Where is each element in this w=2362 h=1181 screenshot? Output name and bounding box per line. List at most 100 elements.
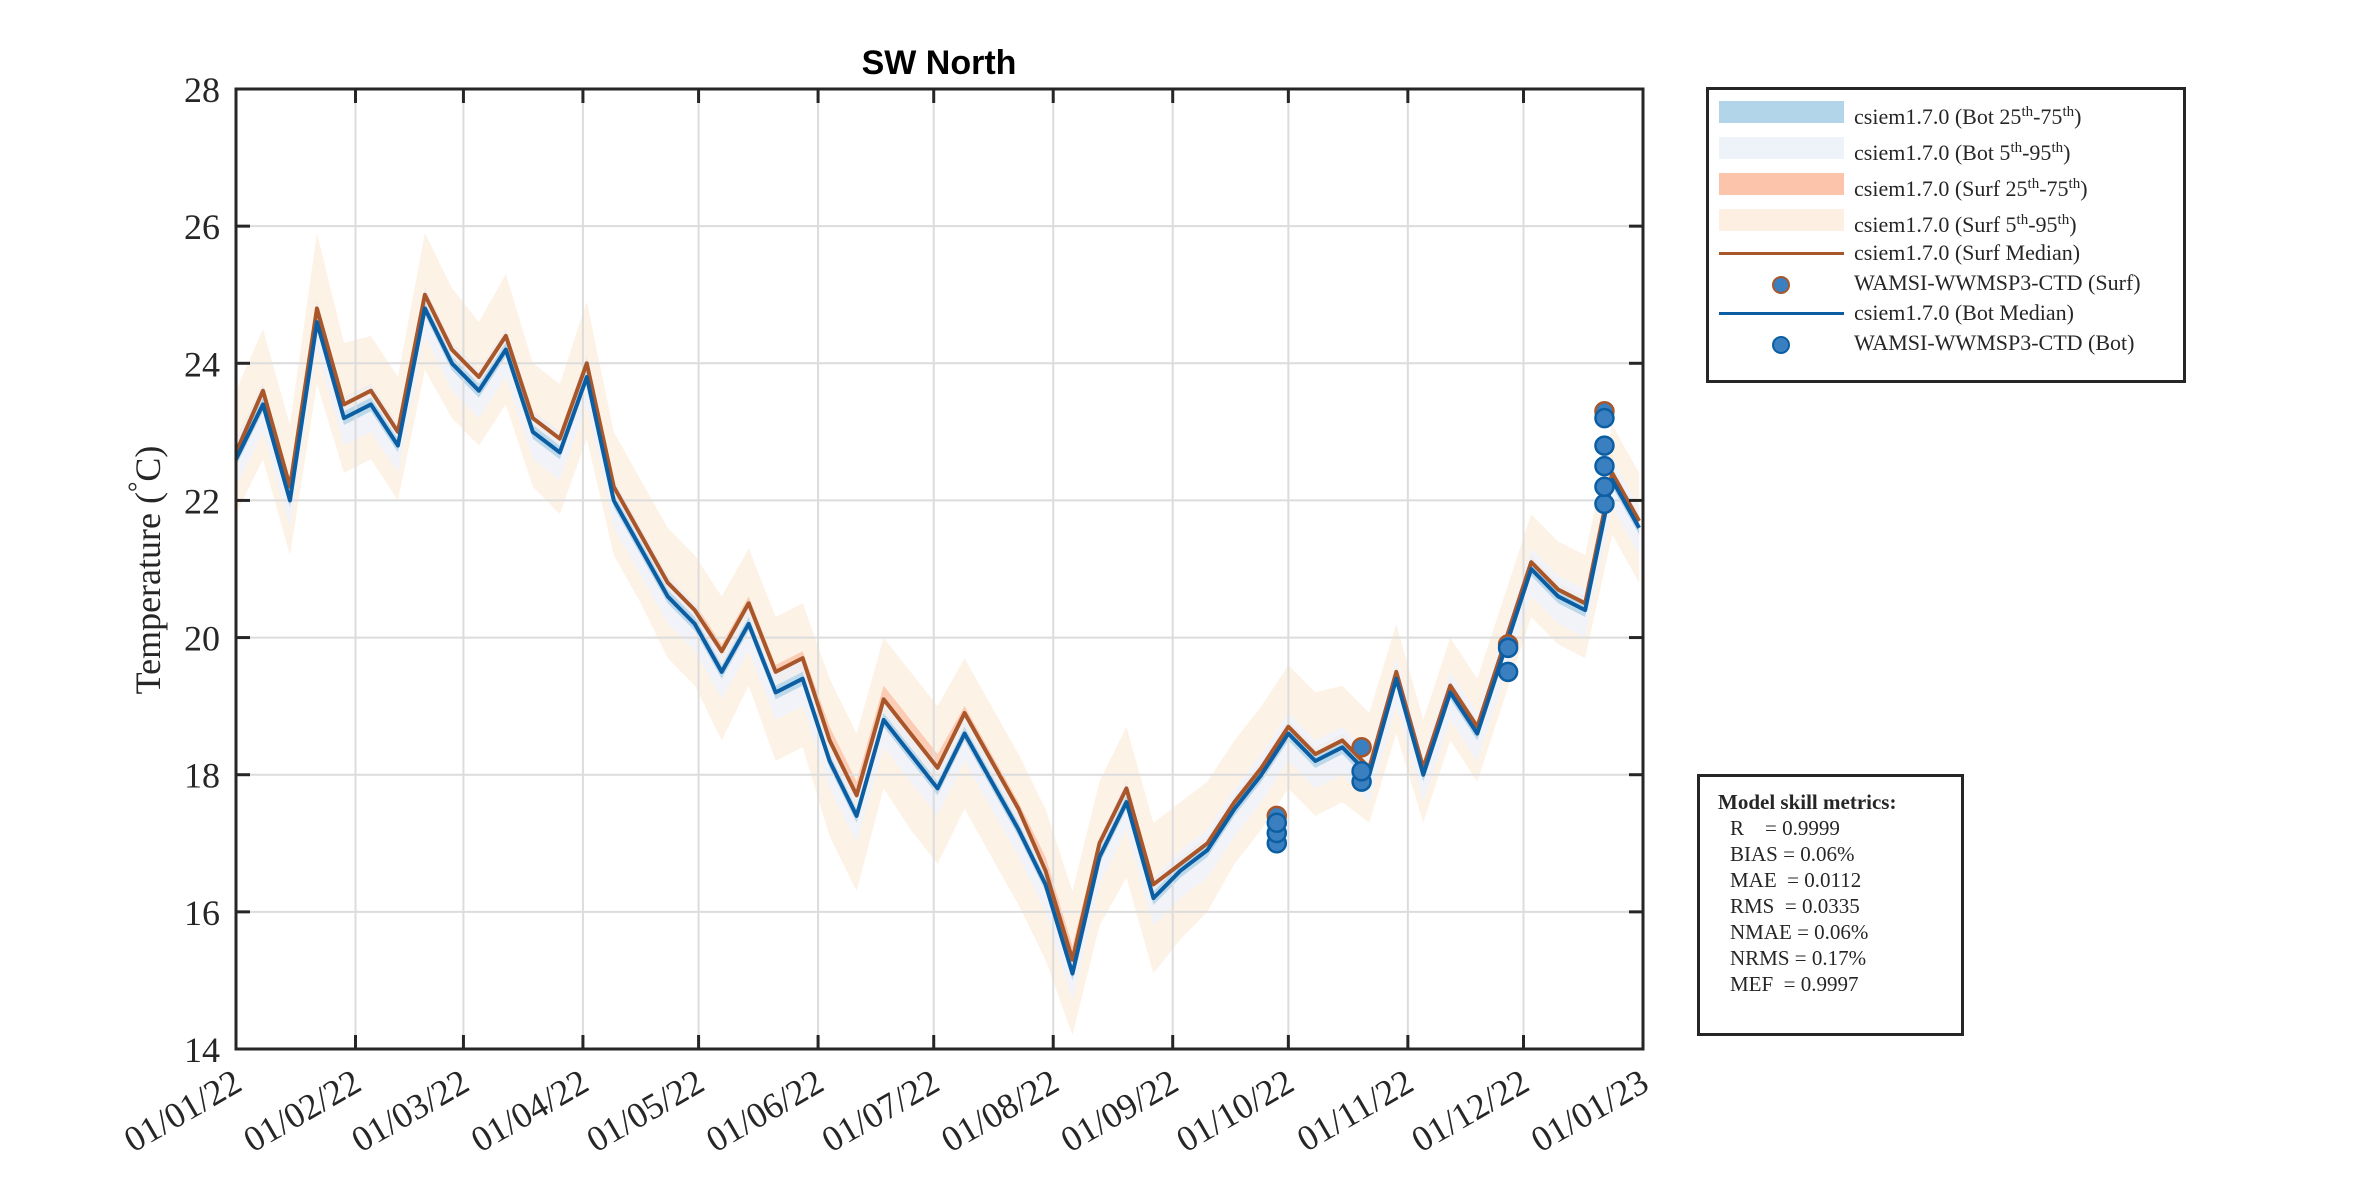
- x-tick-label: 01/12/22: [1405, 1061, 1536, 1160]
- legend-label-sup2: th: [2062, 104, 2075, 120]
- bot-observation-point: [1594, 476, 1615, 497]
- y-tick-label: 18: [184, 756, 220, 796]
- bot-observation-point: [1594, 407, 1615, 429]
- legend-label: WAMSI-WWMSP3-CTD (Surf): [1854, 270, 2141, 296]
- x-tick-label: 01/09/22: [1054, 1061, 1185, 1160]
- y-axis-label-pre: Temperature (: [128, 492, 168, 694]
- legend-label-sup2: th: [2068, 176, 2081, 192]
- legend-label-sup1: th: [2027, 176, 2040, 192]
- legend-label-pre: csiem1.7.0 (Surf 25: [1854, 176, 2028, 201]
- chart-title: SW North: [862, 44, 1017, 82]
- legend-label-post: ): [2074, 104, 2082, 129]
- legend-label-pre: csiem1.7.0 (Bot 25: [1854, 104, 2022, 129]
- y-tick-label: 24: [184, 344, 220, 384]
- grid-lines: [235, 88, 1644, 1050]
- y-tick-label: 20: [184, 619, 220, 659]
- x-tick-label: 01/04/22: [464, 1061, 595, 1160]
- y-axis-label-post: C): [128, 446, 168, 482]
- legend-item: WAMSI-WWMSP3-CTD (Bot): [1709, 330, 2183, 366]
- legend-label-post: ): [2063, 140, 2071, 165]
- legend-label-pre: WAMSI-WWMSP3-CTD (Surf): [1854, 270, 2141, 295]
- legend-marker-swatch: [1772, 336, 1790, 354]
- x-tick-label: 01/01/22: [117, 1061, 248, 1160]
- metric-line: NRMS = 0.17%: [1730, 946, 1867, 970]
- legend-label-mid: -75: [2033, 104, 2063, 129]
- legend-label: csiem1.7.0 (Bot Median): [1854, 300, 2074, 326]
- metric-line: MAE = 0.0112: [1730, 868, 1862, 892]
- legend-label-mid: -75: [2039, 176, 2069, 201]
- legend-label-sup2: th: [2057, 212, 2070, 228]
- skill-metrics-box: Model skill metrics: R = 0.9999 BIAS = 0.…: [1697, 774, 1964, 1036]
- axes: 14 16 18 20 22 24 26 28 01/01/2201/02/2201/03/22…: [117, 70, 1655, 1160]
- x-tick-label: 01/05/22: [580, 1061, 711, 1160]
- metrics-title: Model skill metrics:: [1718, 790, 1897, 814]
- metric-line: BIAS = 0.06%: [1730, 842, 1855, 866]
- x-tick-label: 01/08/22: [934, 1061, 1065, 1160]
- bot-median-line: [234, 306, 1641, 976]
- y-tick-label: 26: [184, 207, 220, 247]
- legend-label-sup1: th: [2021, 104, 2034, 120]
- legend-line-swatch: [1719, 312, 1844, 315]
- x-tick-label: 01/07/22: [815, 1061, 946, 1160]
- legend-line-swatch: [1719, 252, 1844, 255]
- metric-line: MEF = 0.9997: [1730, 972, 1859, 996]
- bot-observation-point: [1266, 812, 1288, 833]
- metrics-list: R = 0.9999 BIAS = 0.06% MAE = 0.0112 RMS = …: [1718, 815, 1961, 997]
- legend-item: csiem1.7.0 (Bot Median): [1709, 300, 2183, 336]
- legend-item: csiem1.7.0 (Bot 25th-75th): [1709, 100, 2183, 136]
- legend-label: csiem1.7.0 (Surf 25th-75th): [1854, 176, 2088, 202]
- legend-label-sup1: th: [2016, 212, 2029, 228]
- legend-item: WAMSI-WWMSP3-CTD (Surf): [1709, 270, 2183, 306]
- metric-line: RMS = 0.0335: [1730, 894, 1860, 918]
- x-tick-label: 01/02/22: [237, 1061, 368, 1160]
- legend-item: csiem1.7.0 (Surf 25th-75th): [1709, 172, 2183, 208]
- legend-item: csiem1.7.0 (Surf Median): [1709, 240, 2183, 276]
- legend-label: csiem1.7.0 (Bot 5th-95th): [1854, 140, 2070, 166]
- bot-observation-point: [1594, 435, 1615, 456]
- legend-item: csiem1.7.0 (Bot 5th-95th): [1709, 136, 2183, 172]
- legend-item: csiem1.7.0 (Surf 5th-95th): [1709, 208, 2183, 244]
- legend-band-swatch: [1719, 101, 1844, 123]
- legend-label-post: ): [2069, 212, 2077, 237]
- observation-markers: [1266, 401, 1615, 854]
- legend-label-mid: -95: [2028, 212, 2058, 237]
- bot-observation-point: [1497, 637, 1519, 659]
- legend-band-swatch: [1719, 173, 1844, 195]
- y-tick-label: 14: [184, 1030, 220, 1070]
- bot-observation-point: [1497, 661, 1519, 683]
- legend-band-swatch: [1719, 137, 1844, 159]
- legend-label: WAMSI-WWMSP3-CTD (Bot): [1854, 330, 2135, 356]
- y-tick-label: 16: [184, 893, 220, 933]
- legend-label-sup1: th: [2010, 140, 2023, 156]
- legend-label-pre: csiem1.7.0 (Surf Median): [1854, 240, 2081, 265]
- legend-label-pre: csiem1.7.0 (Bot Median): [1854, 300, 2074, 325]
- surf-observation-point: [1351, 737, 1372, 758]
- bot-observation-point: [1351, 761, 1372, 782]
- x-tick-label: 01/01/23: [1524, 1061, 1655, 1160]
- x-tick-label: 01/03/22: [345, 1061, 476, 1160]
- legend-label: csiem1.7.0 (Surf 5th-95th): [1854, 212, 2077, 238]
- x-tick-label: 01/10/22: [1169, 1061, 1300, 1160]
- y-axis-label: Temperature (°C): [123, 446, 168, 695]
- legend-label-pre: csiem1.7.0 (Bot 5: [1854, 140, 2011, 165]
- legend-label: csiem1.7.0 (Bot 25th-75th): [1854, 104, 2081, 130]
- metric-line: NMAE = 0.06%: [1730, 920, 1869, 944]
- legend-label-pre: csiem1.7.0 (Surf 5: [1854, 212, 2017, 237]
- legend-label-mid: -95: [2022, 140, 2052, 165]
- plot-frame: [234, 87, 1645, 1051]
- y-axis-label-degree: °: [123, 482, 152, 492]
- y-tick-label: 22: [184, 481, 220, 521]
- metric-line: R = 0.9999: [1730, 816, 1840, 840]
- percentile-bands: [236, 233, 1640, 1036]
- legend-label: csiem1.7.0 (Surf Median): [1854, 240, 2080, 266]
- legend-band-swatch: [1719, 209, 1844, 231]
- median-lines: [234, 292, 1641, 976]
- legend-label-pre: WAMSI-WWMSP3-CTD (Bot): [1854, 330, 2135, 355]
- y-tick-label: 28: [184, 70, 220, 110]
- band-surf-5-95: [236, 233, 1640, 1036]
- legend-label-sup2: th: [2051, 140, 2064, 156]
- legend-marker-swatch: [1772, 276, 1790, 294]
- legend: csiem1.7.0 (Bot 25th-75th) csiem1.7.0 (Bo…: [1706, 87, 2186, 383]
- legend-label-post: ): [2080, 176, 2088, 201]
